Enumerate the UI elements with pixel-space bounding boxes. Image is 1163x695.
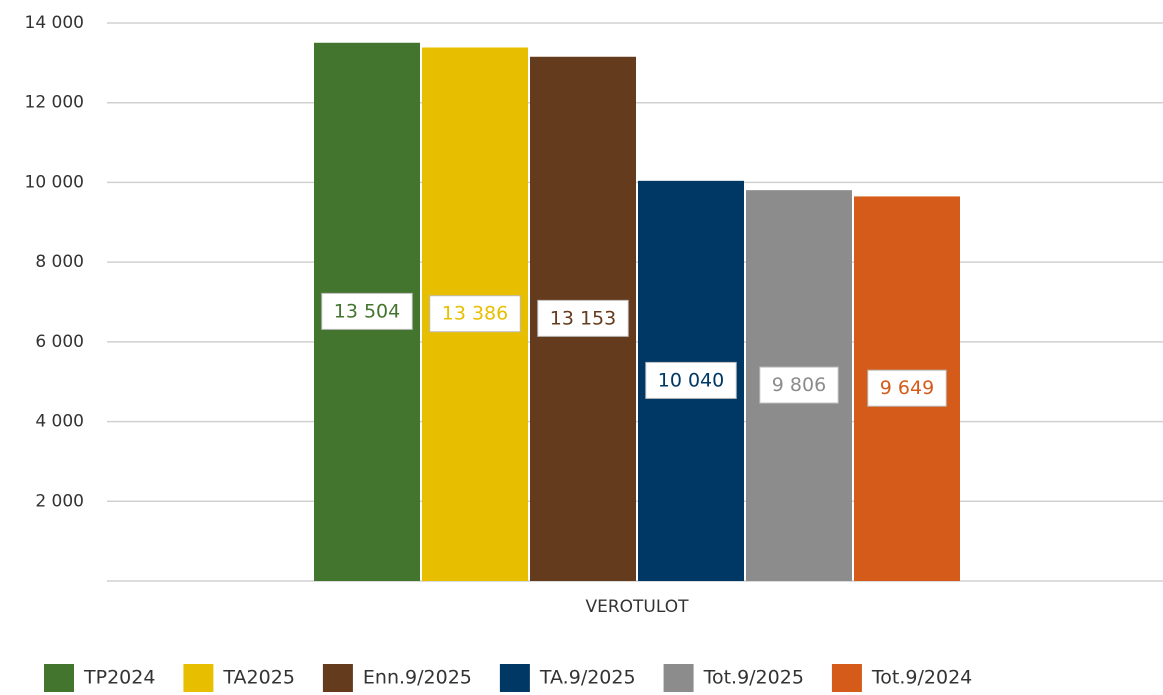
data-label-text: 9 649: [880, 377, 934, 399]
data-label-text: 13 386: [442, 303, 508, 325]
y-tick-label: 8 000: [35, 252, 84, 272]
data-label-box: [867, 369, 947, 407]
y-tick-label: 2 000: [35, 491, 84, 511]
legend-swatch: [663, 664, 694, 692]
x-tick-label: VEROTULOT: [585, 597, 689, 617]
legend-swatch: [831, 664, 862, 692]
data-label: 13 153: [537, 299, 629, 337]
y-tick-label: 12 000: [25, 93, 84, 113]
legend-swatch: [183, 664, 214, 692]
data-label-box: [537, 299, 629, 337]
data-label: 13 386: [429, 295, 521, 333]
legend-label: Tot.9/2024: [871, 667, 972, 689]
data-label-box: [759, 366, 839, 404]
legend-label: Tot.9/2025: [703, 667, 804, 689]
legend-swatch: [499, 664, 530, 692]
legend-label: TA2025: [222, 667, 294, 689]
data-label: 9 649: [867, 369, 947, 407]
data-label-box: [429, 295, 521, 333]
y-tick-label: 14 000: [25, 13, 84, 33]
y-tick-label: 4 000: [35, 412, 84, 432]
data-label-box: [645, 361, 737, 399]
y-tick-label: 6 000: [35, 332, 84, 352]
data-label-text: 9 806: [772, 374, 826, 396]
data-label-text: 13 153: [550, 307, 616, 329]
legend-swatch: [44, 664, 74, 692]
data-label-text: 10 040: [658, 369, 724, 391]
legend-label: TA.9/2025: [539, 667, 636, 689]
legend-swatch: [322, 664, 353, 692]
data-label: 13 504: [321, 292, 413, 330]
data-label: 10 040: [645, 361, 737, 399]
legend-label: Enn.9/2025: [363, 667, 472, 689]
data-label-box: [321, 292, 413, 330]
data-label: 9 806: [759, 366, 839, 404]
data-label-text: 13 504: [334, 300, 400, 322]
legend-label: TP2024: [83, 667, 155, 689]
y-tick-label: 10 000: [25, 172, 84, 192]
